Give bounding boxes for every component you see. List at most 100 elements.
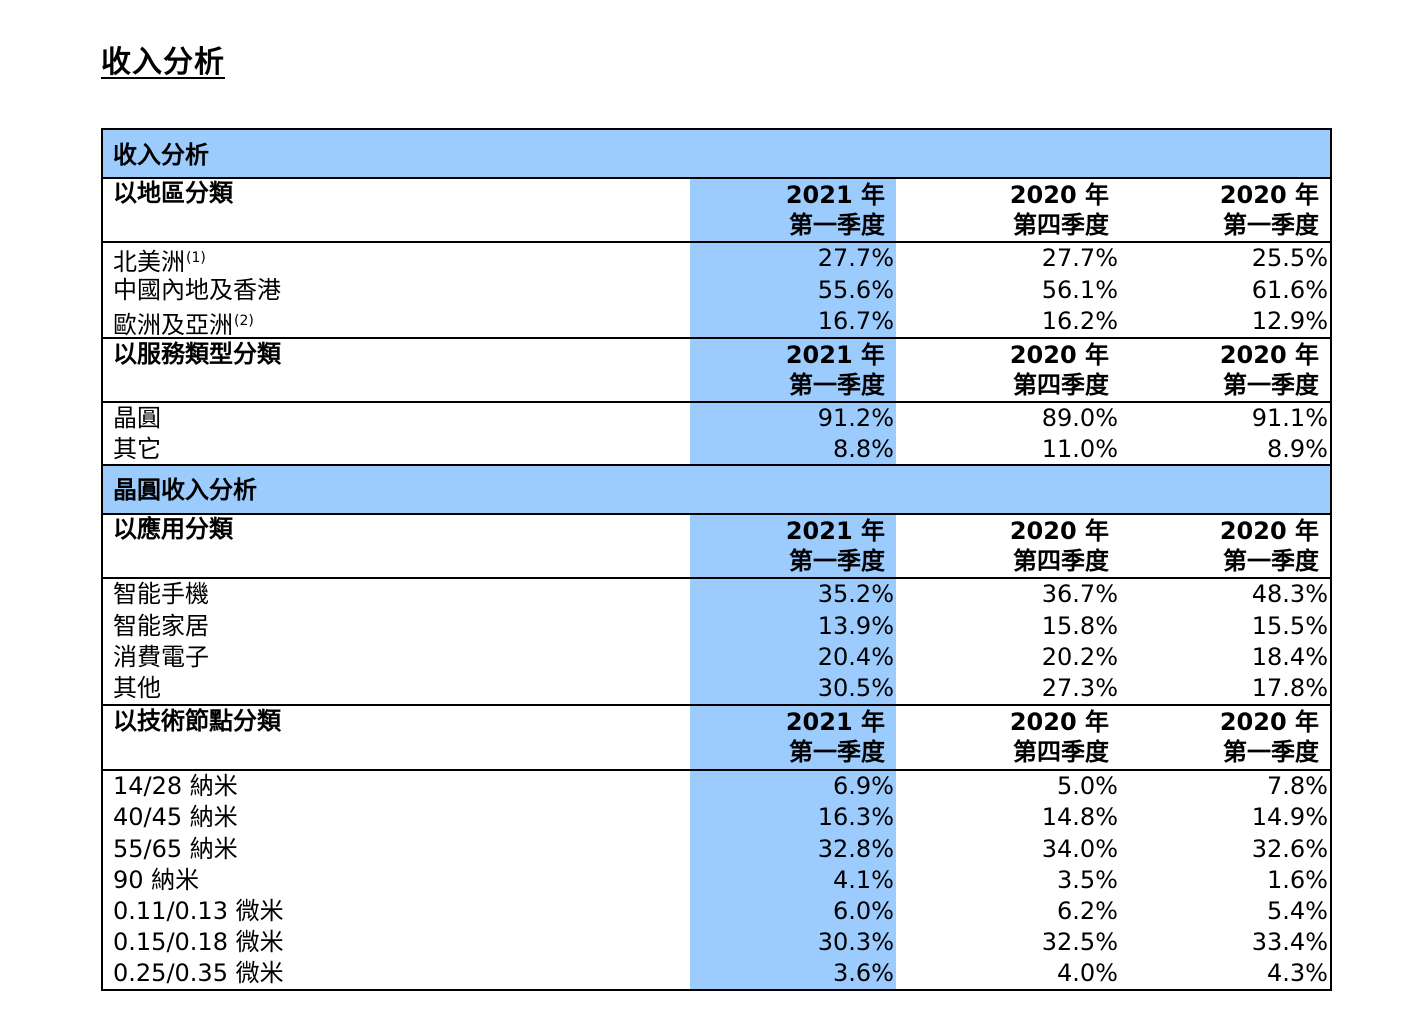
header-col1-year: 2021 年 — [785, 181, 885, 209]
row-label-smartphone: 智能手機 — [113, 580, 209, 608]
header-col3-year: 2020 年 — [1219, 708, 1319, 736]
header-col2-quarter: 第四季度 — [1013, 738, 1109, 766]
header-col2-year: 2020 年 — [1009, 708, 1109, 736]
footnote-marker: (1) — [186, 250, 206, 266]
value-cell: 16.2% — [1041, 307, 1118, 335]
header-col1-quarter: 第一季度 — [789, 211, 885, 239]
page-title: 收入分析 — [101, 45, 225, 80]
row-label-text: 北美洲 — [113, 248, 185, 276]
header-col3-year: 2020 年 — [1219, 517, 1319, 545]
row-label-china-hk: 中國內地及香港 — [113, 276, 281, 304]
value-cell: 12.9% — [1251, 307, 1328, 335]
value-cell: 36.7% — [1041, 580, 1118, 608]
divider — [103, 241, 1330, 243]
value-cell: 33.4% — [1251, 928, 1328, 956]
section-title-wafer: 晶圓收入分析 — [113, 476, 257, 504]
value-cell: 13.9% — [817, 612, 894, 640]
row-label-europe-asia: 歐洲及亞洲(2) — [113, 306, 254, 341]
value-cell: 89.0% — [1041, 404, 1118, 432]
divider — [103, 577, 1330, 579]
value-cell: 3.6% — [833, 959, 894, 987]
value-cell: 8.9% — [1267, 435, 1328, 463]
value-cell: 3.5% — [1057, 866, 1118, 894]
value-cell: 16.3% — [817, 803, 894, 831]
divider — [103, 769, 1330, 771]
divider — [103, 337, 1330, 339]
group-label-service: 以服務類型分類 — [113, 340, 281, 368]
row-label-smart-home: 智能家居 — [113, 612, 209, 640]
value-cell: 30.3% — [817, 928, 894, 956]
value-cell: 18.4% — [1251, 643, 1328, 671]
value-cell: 7.8% — [1267, 772, 1328, 800]
header-col3-year: 2020 年 — [1219, 341, 1319, 369]
header-col3-quarter: 第一季度 — [1223, 211, 1319, 239]
value-cell: 6.0% — [833, 897, 894, 925]
group-label-region: 以地區分類 — [113, 179, 233, 207]
row-label-node-0-25: 0.25/0.35 微米 — [113, 959, 284, 987]
header-col3-quarter: 第一季度 — [1223, 738, 1319, 766]
divider — [103, 177, 1330, 179]
group-label-application: 以應用分類 — [113, 515, 233, 543]
revenue-analysis-table: 收入分析 以地區分類 2021 年 第一季度 2020 年 第四季度 2020 … — [101, 128, 1332, 991]
header-col1-year: 2021 年 — [785, 708, 885, 736]
highlight-column-segment — [690, 178, 896, 464]
row-label-wafer: 晶圓 — [113, 404, 161, 432]
value-cell: 55.6% — [817, 276, 894, 304]
section-band-wafer: 晶圓收入分析 — [103, 464, 1330, 514]
footnote-marker: (2) — [234, 313, 254, 329]
value-cell: 8.8% — [833, 435, 894, 463]
row-label-north-america: 北美洲(1) — [113, 243, 206, 278]
value-cell: 30.5% — [817, 674, 894, 702]
row-label-other: 其他 — [113, 674, 161, 702]
row-label-node-0-15: 0.15/0.18 微米 — [113, 928, 284, 956]
value-cell: 27.7% — [1041, 244, 1118, 272]
value-cell: 35.2% — [817, 580, 894, 608]
row-label-node-0-11: 0.11/0.13 微米 — [113, 897, 284, 925]
value-cell: 20.4% — [817, 643, 894, 671]
value-cell: 6.9% — [833, 772, 894, 800]
value-cell: 14.8% — [1041, 803, 1118, 831]
header-col2-year: 2020 年 — [1009, 341, 1109, 369]
header-col1-quarter: 第一季度 — [789, 371, 885, 399]
row-label-node-14-28: 14/28 納米 — [113, 772, 238, 800]
value-cell: 1.6% — [1267, 866, 1328, 894]
value-cell: 4.0% — [1057, 959, 1118, 987]
divider — [103, 464, 1330, 466]
value-cell: 25.5% — [1251, 244, 1328, 272]
header-col1-quarter: 第一季度 — [789, 547, 885, 575]
header-col2-quarter: 第四季度 — [1013, 547, 1109, 575]
section-title-revenue: 收入分析 — [113, 141, 209, 169]
header-col2-quarter: 第四季度 — [1013, 211, 1109, 239]
header-col2-year: 2020 年 — [1009, 517, 1109, 545]
value-cell: 32.5% — [1041, 928, 1118, 956]
value-cell: 48.3% — [1251, 580, 1328, 608]
value-cell: 27.7% — [817, 244, 894, 272]
value-cell: 91.1% — [1251, 404, 1328, 432]
value-cell: 6.2% — [1057, 897, 1118, 925]
divider — [103, 704, 1330, 706]
row-label-node-90: 90 納米 — [113, 866, 200, 894]
row-label-others: 其它 — [113, 435, 161, 463]
row-label-text: 歐洲及亞洲 — [113, 311, 233, 339]
value-cell: 91.2% — [817, 404, 894, 432]
value-cell: 4.1% — [833, 866, 894, 894]
value-cell: 15.8% — [1041, 612, 1118, 640]
value-cell: 14.9% — [1251, 803, 1328, 831]
divider — [103, 401, 1330, 403]
header-col1-quarter: 第一季度 — [789, 738, 885, 766]
group-label-node: 以技術節點分類 — [113, 707, 281, 735]
value-cell: 11.0% — [1041, 435, 1118, 463]
value-cell: 17.8% — [1251, 674, 1328, 702]
value-cell: 32.8% — [817, 835, 894, 863]
header-col3-year: 2020 年 — [1219, 181, 1319, 209]
value-cell: 16.7% — [817, 307, 894, 335]
divider — [103, 513, 1330, 515]
value-cell: 61.6% — [1251, 276, 1328, 304]
value-cell: 15.5% — [1251, 612, 1328, 640]
header-col3-quarter: 第一季度 — [1223, 547, 1319, 575]
header-col2-year: 2020 年 — [1009, 181, 1109, 209]
header-col3-quarter: 第一季度 — [1223, 371, 1319, 399]
value-cell: 4.3% — [1267, 959, 1328, 987]
section-band-revenue: 收入分析 — [103, 130, 1330, 178]
header-col1-year: 2021 年 — [785, 341, 885, 369]
